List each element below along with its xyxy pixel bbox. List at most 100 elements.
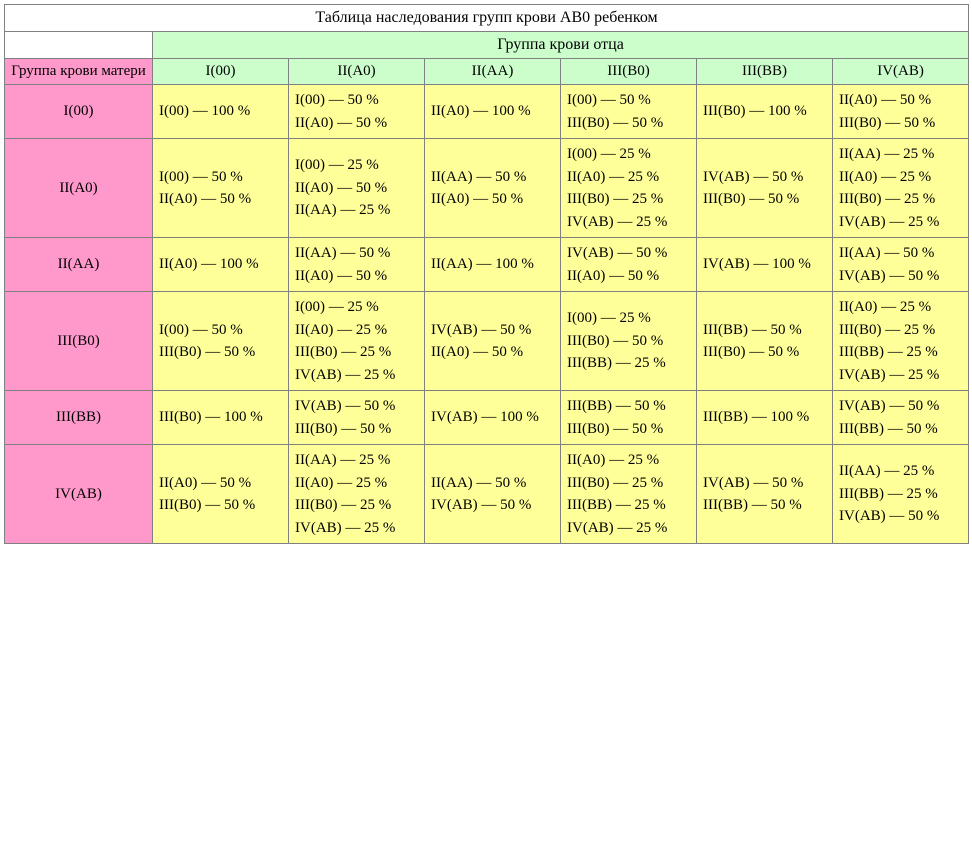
outcome-cell: I(00) — 50 %III(B0) — 50 % <box>153 292 289 391</box>
outcome-line: IV(AB) — 50 % <box>295 395 418 418</box>
outcome-line: IV(AB) — 25 % <box>567 517 690 540</box>
outcome-line: IV(AB) — 25 % <box>839 364 962 387</box>
blood-type-inheritance-table: Таблица наследования групп крови AB0 реб… <box>4 4 969 544</box>
outcome-line: II(A0) — 25 % <box>839 166 962 189</box>
outcome-line: II(AA) — 50 % <box>431 166 554 189</box>
outcome-cell: IV(AB) — 50 %III(B0) — 50 % <box>697 139 833 238</box>
outcome-cell: IV(AB) — 100 % <box>425 391 561 445</box>
outcome-cell: I(00) — 25 %III(B0) — 50 %III(BB) — 25 % <box>561 292 697 391</box>
outcome-cell: II(A0) — 100 % <box>425 85 561 139</box>
outcome-cell: I(00) — 50 %II(A0) — 50 % <box>289 85 425 139</box>
table-row: III(BB)III(B0) — 100 %IV(AB) — 50 %III(B… <box>5 391 969 445</box>
father-type-col-0: I(00) <box>153 59 289 85</box>
mother-type-row-1: II(A0) <box>5 139 153 238</box>
outcome-line: III(B0) — 25 % <box>567 188 690 211</box>
outcome-line: III(B0) — 50 % <box>839 112 962 135</box>
outcome-line: II(AA) — 25 % <box>295 449 418 472</box>
outcome-line: II(A0) — 25 % <box>839 296 962 319</box>
outcome-line: IV(AB) — 25 % <box>295 517 418 540</box>
outcome-line: I(00) — 50 % <box>295 89 418 112</box>
outcome-line: II(A0) — 50 % <box>295 177 418 200</box>
corner-blank <box>5 32 153 59</box>
outcome-line: II(A0) — 50 % <box>839 89 962 112</box>
mother-type-row-5: IV(AB) <box>5 445 153 544</box>
outcome-cell: II(A0) — 100 % <box>153 238 289 292</box>
outcome-line: III(B0) — 50 % <box>567 112 690 135</box>
outcome-line: I(00) — 100 % <box>159 100 282 123</box>
outcome-cell: II(A0) — 25 %III(B0) — 25 %III(BB) — 25 … <box>561 445 697 544</box>
outcome-line: II(AA) — 50 % <box>839 242 962 265</box>
outcome-cell: III(BB) — 50 %III(B0) — 50 % <box>561 391 697 445</box>
outcome-cell: III(B0) — 100 % <box>153 391 289 445</box>
outcome-line: III(B0) — 50 % <box>159 494 282 517</box>
outcome-line: III(B0) — 25 % <box>839 188 962 211</box>
outcome-line: III(B0) — 50 % <box>703 341 826 364</box>
outcome-line: III(B0) — 50 % <box>703 188 826 211</box>
father-type-col-2: II(AA) <box>425 59 561 85</box>
outcome-line: II(A0) — 25 % <box>295 472 418 495</box>
outcome-line: IV(AB) — 100 % <box>703 253 826 276</box>
outcome-line: I(00) — 50 % <box>567 89 690 112</box>
father-type-col-3: III(B0) <box>561 59 697 85</box>
outcome-line: IV(AB) — 50 % <box>703 472 826 495</box>
outcome-cell: III(BB) — 100 % <box>697 391 833 445</box>
outcome-cell: II(AA) — 50 %II(A0) — 50 % <box>289 238 425 292</box>
outcome-line: II(AA) — 25 % <box>839 460 962 483</box>
outcome-line: IV(AB) — 50 % <box>839 265 962 288</box>
outcome-line: II(AA) — 50 % <box>431 472 554 495</box>
outcome-line: III(BB) — 50 % <box>703 494 826 517</box>
outcome-line: I(00) — 25 % <box>295 296 418 319</box>
outcome-line: IV(AB) — 100 % <box>431 406 554 429</box>
outcome-cell: I(00) — 25 %II(A0) — 25 %III(B0) — 25 %I… <box>289 292 425 391</box>
outcome-line: III(B0) — 50 % <box>567 418 690 441</box>
outcome-line: I(00) — 50 % <box>159 319 282 342</box>
outcome-line: II(A0) — 50 % <box>431 188 554 211</box>
outcome-cell: II(A0) — 25 %III(B0) — 25 %III(BB) — 25 … <box>833 292 969 391</box>
outcome-line: III(BB) — 25 % <box>839 341 962 364</box>
outcome-line: II(A0) — 50 % <box>431 341 554 364</box>
outcome-cell: I(00) — 50 %III(B0) — 50 % <box>561 85 697 139</box>
outcome-line: III(B0) — 50 % <box>567 330 690 353</box>
mother-type-row-3: III(B0) <box>5 292 153 391</box>
outcome-cell: IV(AB) — 50 %III(B0) — 50 % <box>289 391 425 445</box>
mother-header: Группа крови матери <box>5 59 153 85</box>
father-header: Группа крови отца <box>153 32 969 59</box>
outcome-line: II(AA) — 100 % <box>431 253 554 276</box>
mother-type-row-0: I(00) <box>5 85 153 139</box>
outcome-cell: I(00) — 25 %II(A0) — 25 %III(B0) — 25 %I… <box>561 139 697 238</box>
outcome-line: II(A0) — 25 % <box>295 319 418 342</box>
table-row: II(A0)I(00) — 50 %II(A0) — 50 %I(00) — 2… <box>5 139 969 238</box>
outcome-line: II(A0) — 50 % <box>567 265 690 288</box>
outcome-line: II(A0) — 100 % <box>431 100 554 123</box>
outcome-line: III(B0) — 50 % <box>159 341 282 364</box>
outcome-line: III(BB) — 50 % <box>839 418 962 441</box>
outcome-line: I(00) — 50 % <box>159 166 282 189</box>
outcome-line: I(00) — 25 % <box>567 143 690 166</box>
outcome-cell: III(B0) — 100 % <box>697 85 833 139</box>
table-row: III(B0)I(00) — 50 %III(B0) — 50 %I(00) —… <box>5 292 969 391</box>
outcome-line: III(B0) — 100 % <box>159 406 282 429</box>
table-row: I(00)I(00) — 100 %I(00) — 50 %II(A0) — 5… <box>5 85 969 139</box>
mother-type-row-2: II(AA) <box>5 238 153 292</box>
outcome-line: II(A0) — 50 % <box>295 112 418 135</box>
outcome-line: III(B0) — 25 % <box>295 494 418 517</box>
outcome-line: III(BB) — 25 % <box>567 352 690 375</box>
outcome-line: IV(AB) — 25 % <box>567 211 690 234</box>
outcome-cell: I(00) — 50 %II(A0) — 50 % <box>153 139 289 238</box>
outcome-line: IV(AB) — 50 % <box>839 505 962 528</box>
table-head: Таблица наследования групп крови AB0 реб… <box>5 5 969 85</box>
outcome-line: I(00) — 25 % <box>567 307 690 330</box>
outcome-line: IV(AB) — 50 % <box>703 166 826 189</box>
outcome-line: III(B0) — 100 % <box>703 100 826 123</box>
outcome-line: II(A0) — 50 % <box>295 265 418 288</box>
outcome-cell: II(AA) — 50 %IV(AB) — 50 % <box>833 238 969 292</box>
father-type-col-4: III(BB) <box>697 59 833 85</box>
outcome-line: I(00) — 25 % <box>295 154 418 177</box>
table-row: II(AA)II(A0) — 100 %II(AA) — 50 %II(A0) … <box>5 238 969 292</box>
outcome-line: II(A0) — 25 % <box>567 166 690 189</box>
outcome-cell: IV(AB) — 50 %III(BB) — 50 % <box>697 445 833 544</box>
outcome-cell: III(BB) — 50 %III(B0) — 50 % <box>697 292 833 391</box>
outcome-line: III(B0) — 25 % <box>839 319 962 342</box>
outcome-line: II(A0) — 50 % <box>159 472 282 495</box>
table-title: Таблица наследования групп крови AB0 реб… <box>5 5 969 32</box>
